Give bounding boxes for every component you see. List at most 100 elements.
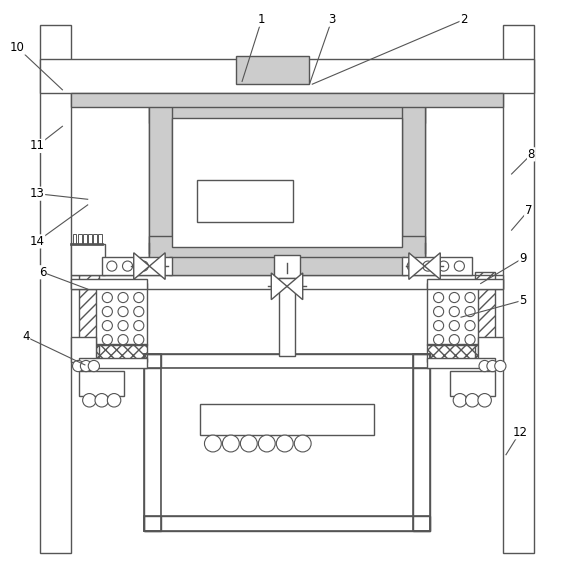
Circle shape [433, 307, 444, 316]
Bar [428, 344, 478, 362]
Bar [77, 234, 82, 244]
Circle shape [118, 320, 128, 331]
Circle shape [465, 307, 475, 316]
Bar [428, 279, 503, 289]
Bar [144, 354, 161, 531]
Circle shape [241, 435, 257, 452]
Bar [169, 257, 405, 275]
Bar [279, 278, 295, 357]
Bar [144, 354, 161, 531]
Polygon shape [149, 253, 165, 280]
Circle shape [88, 361, 99, 371]
Circle shape [107, 393, 121, 407]
Circle shape [294, 435, 311, 452]
Bar [40, 26, 71, 553]
Circle shape [453, 393, 467, 407]
Circle shape [138, 261, 148, 271]
Bar [72, 234, 76, 244]
Bar [149, 236, 425, 258]
Circle shape [118, 307, 128, 316]
Bar [69, 243, 103, 246]
Bar [98, 234, 102, 244]
Polygon shape [425, 253, 440, 280]
Text: 11: 11 [30, 139, 45, 153]
Bar [197, 180, 293, 222]
Bar [172, 118, 402, 247]
Circle shape [118, 335, 128, 345]
Circle shape [95, 393, 108, 407]
Bar [71, 244, 104, 275]
Polygon shape [409, 253, 425, 280]
Circle shape [407, 261, 417, 271]
Bar [149, 104, 172, 258]
Bar [71, 275, 503, 289]
Bar [71, 92, 503, 107]
Bar [79, 358, 146, 368]
Bar [413, 354, 430, 531]
Circle shape [479, 361, 490, 371]
Bar [413, 354, 430, 531]
Text: 3: 3 [328, 13, 336, 26]
Text: 10: 10 [10, 41, 25, 54]
Circle shape [439, 261, 449, 271]
Bar [149, 104, 425, 258]
Bar [96, 344, 146, 362]
Bar [96, 284, 146, 345]
Circle shape [276, 435, 293, 452]
Text: 1: 1 [258, 13, 266, 26]
Circle shape [454, 261, 464, 271]
Text: 7: 7 [525, 204, 532, 217]
Circle shape [107, 261, 117, 271]
Bar [428, 358, 495, 368]
Bar [475, 272, 495, 362]
Circle shape [449, 320, 459, 331]
Circle shape [80, 361, 92, 371]
Polygon shape [287, 273, 302, 300]
Circle shape [433, 293, 444, 303]
Bar [144, 354, 430, 368]
Polygon shape [134, 253, 149, 280]
Circle shape [478, 393, 491, 407]
Circle shape [102, 307, 113, 316]
Circle shape [83, 393, 96, 407]
Circle shape [102, 293, 113, 303]
Circle shape [487, 361, 498, 371]
Bar [200, 404, 374, 435]
Bar [402, 257, 472, 275]
Bar [428, 284, 478, 345]
Circle shape [154, 261, 164, 271]
Circle shape [102, 320, 113, 331]
Bar [274, 255, 300, 278]
Bar [503, 26, 534, 553]
Circle shape [449, 335, 459, 345]
Circle shape [449, 307, 459, 316]
Circle shape [223, 435, 239, 452]
Bar [71, 337, 96, 362]
Bar [236, 56, 309, 84]
Circle shape [102, 335, 113, 345]
Circle shape [495, 361, 506, 371]
Bar [102, 257, 172, 275]
Circle shape [433, 320, 444, 331]
Circle shape [72, 361, 84, 371]
Bar [79, 370, 124, 396]
Circle shape [423, 261, 433, 271]
Text: 9: 9 [519, 252, 526, 265]
Circle shape [466, 393, 479, 407]
Bar [40, 59, 534, 92]
Bar [93, 234, 96, 244]
Bar [144, 517, 430, 531]
Bar [88, 234, 92, 244]
Text: 13: 13 [30, 187, 45, 200]
Bar [478, 337, 503, 362]
Bar [71, 279, 146, 289]
Bar [144, 354, 430, 368]
Bar [144, 517, 430, 531]
Circle shape [465, 320, 475, 331]
Bar [79, 272, 99, 362]
Circle shape [134, 335, 144, 345]
Text: 8: 8 [528, 148, 535, 161]
Circle shape [465, 335, 475, 345]
Text: 2: 2 [460, 13, 468, 26]
Circle shape [118, 293, 128, 303]
